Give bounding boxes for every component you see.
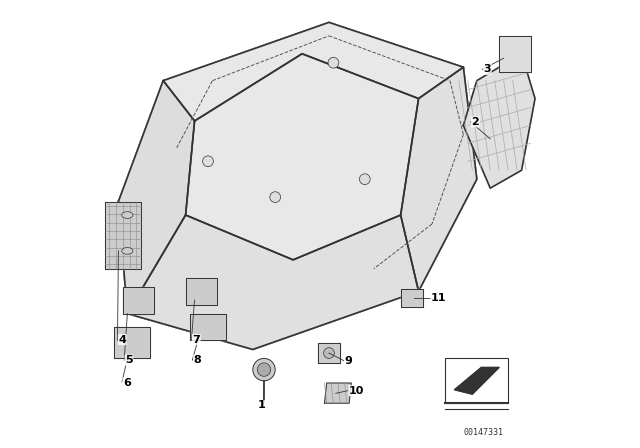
- Text: 1: 1: [258, 401, 266, 410]
- Text: 4: 4: [118, 335, 126, 345]
- Polygon shape: [190, 314, 226, 340]
- Circle shape: [203, 156, 213, 167]
- Polygon shape: [123, 287, 154, 314]
- FancyBboxPatch shape: [445, 358, 508, 403]
- Polygon shape: [463, 54, 535, 188]
- Ellipse shape: [122, 212, 133, 219]
- Polygon shape: [401, 67, 477, 291]
- Polygon shape: [324, 383, 351, 403]
- Circle shape: [270, 192, 280, 202]
- Polygon shape: [317, 343, 340, 363]
- Ellipse shape: [122, 247, 133, 254]
- Circle shape: [328, 57, 339, 68]
- Text: 2: 2: [472, 117, 479, 127]
- Circle shape: [253, 358, 275, 381]
- Polygon shape: [105, 202, 141, 269]
- Circle shape: [257, 363, 271, 376]
- Polygon shape: [118, 22, 477, 349]
- Polygon shape: [454, 367, 499, 394]
- Polygon shape: [401, 289, 423, 307]
- Polygon shape: [118, 81, 195, 314]
- Polygon shape: [186, 54, 419, 260]
- Text: 6: 6: [123, 378, 131, 388]
- Polygon shape: [499, 36, 531, 72]
- Polygon shape: [186, 278, 217, 305]
- Text: 11: 11: [431, 293, 447, 303]
- Text: 7: 7: [192, 335, 200, 345]
- Text: 3: 3: [484, 65, 491, 74]
- Text: 9: 9: [345, 356, 353, 366]
- Polygon shape: [163, 22, 463, 121]
- Text: 8: 8: [194, 355, 202, 365]
- Circle shape: [324, 348, 334, 358]
- Circle shape: [360, 174, 370, 185]
- Text: 10: 10: [349, 386, 365, 396]
- Text: 00147331: 00147331: [463, 428, 504, 437]
- Text: 5: 5: [125, 355, 132, 365]
- Polygon shape: [127, 215, 419, 349]
- Polygon shape: [114, 327, 150, 358]
